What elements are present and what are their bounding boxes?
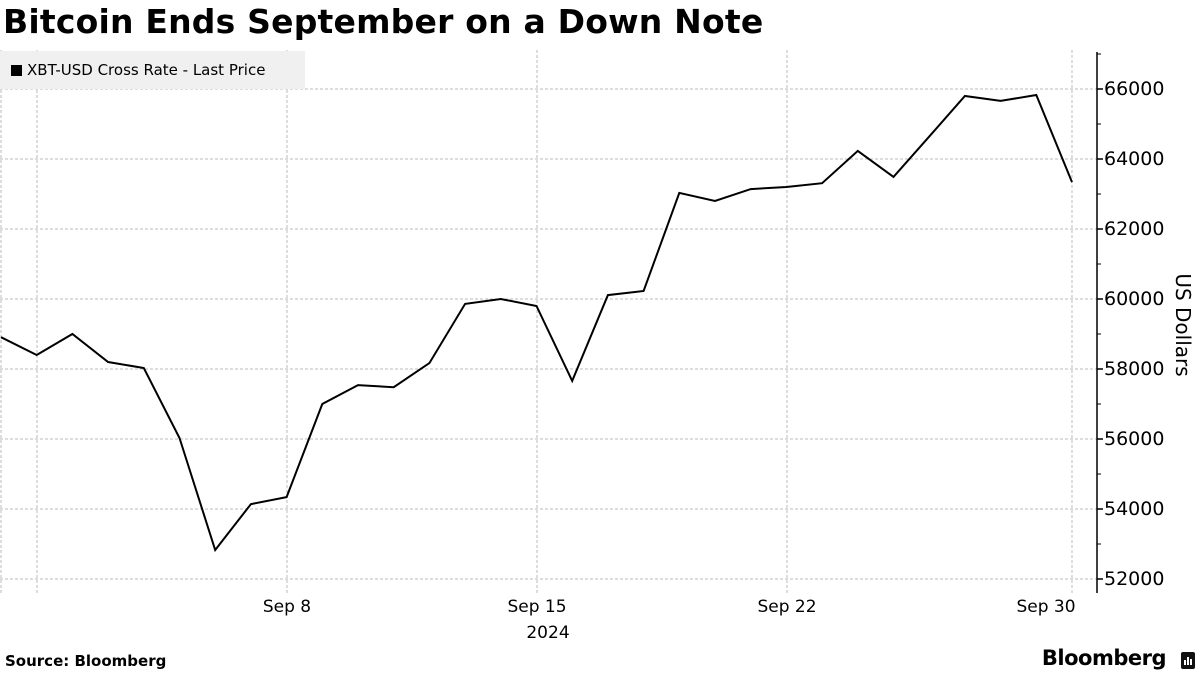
bloomberg-chart-icon xyxy=(1181,652,1195,669)
price-line xyxy=(0,93,1073,553)
brand-logo: Bloomberg xyxy=(1041,646,1167,670)
y-tick-label: 62000 xyxy=(1104,218,1165,240)
legend-square-icon xyxy=(11,64,22,76)
y-tick-label: 58000 xyxy=(1104,358,1165,380)
legend: XBT-USD Cross Rate - Last Price xyxy=(0,51,305,89)
x-year-label: 2024 xyxy=(526,623,570,643)
y-tick-label: 56000 xyxy=(1104,428,1165,450)
legend-label: XBT-USD Cross Rate - Last Price xyxy=(27,61,266,79)
x-tick-sep-8: Sep 8 xyxy=(262,597,312,617)
x-tick-sep-22: Sep 22 xyxy=(757,597,817,617)
y-axis xyxy=(1096,52,1103,593)
chart-title: Bitcoin Ends September on a Down Note xyxy=(3,2,764,41)
y-axis-label: US Dollars xyxy=(1171,273,1195,377)
source-note: Source: Bloomberg xyxy=(5,652,167,670)
x-tick-sep-30: Sep 30 xyxy=(1016,597,1076,617)
y-tick-label: 64000 xyxy=(1104,148,1165,170)
y-tick-label: 52000 xyxy=(1104,568,1165,590)
y-tick-label: 54000 xyxy=(1104,498,1165,520)
x-tick-sep-15: Sep 15 xyxy=(507,597,567,617)
y-tick-label: 66000 xyxy=(1104,78,1165,100)
y-tick-label: 60000 xyxy=(1104,288,1165,310)
gridlines xyxy=(0,50,1097,593)
